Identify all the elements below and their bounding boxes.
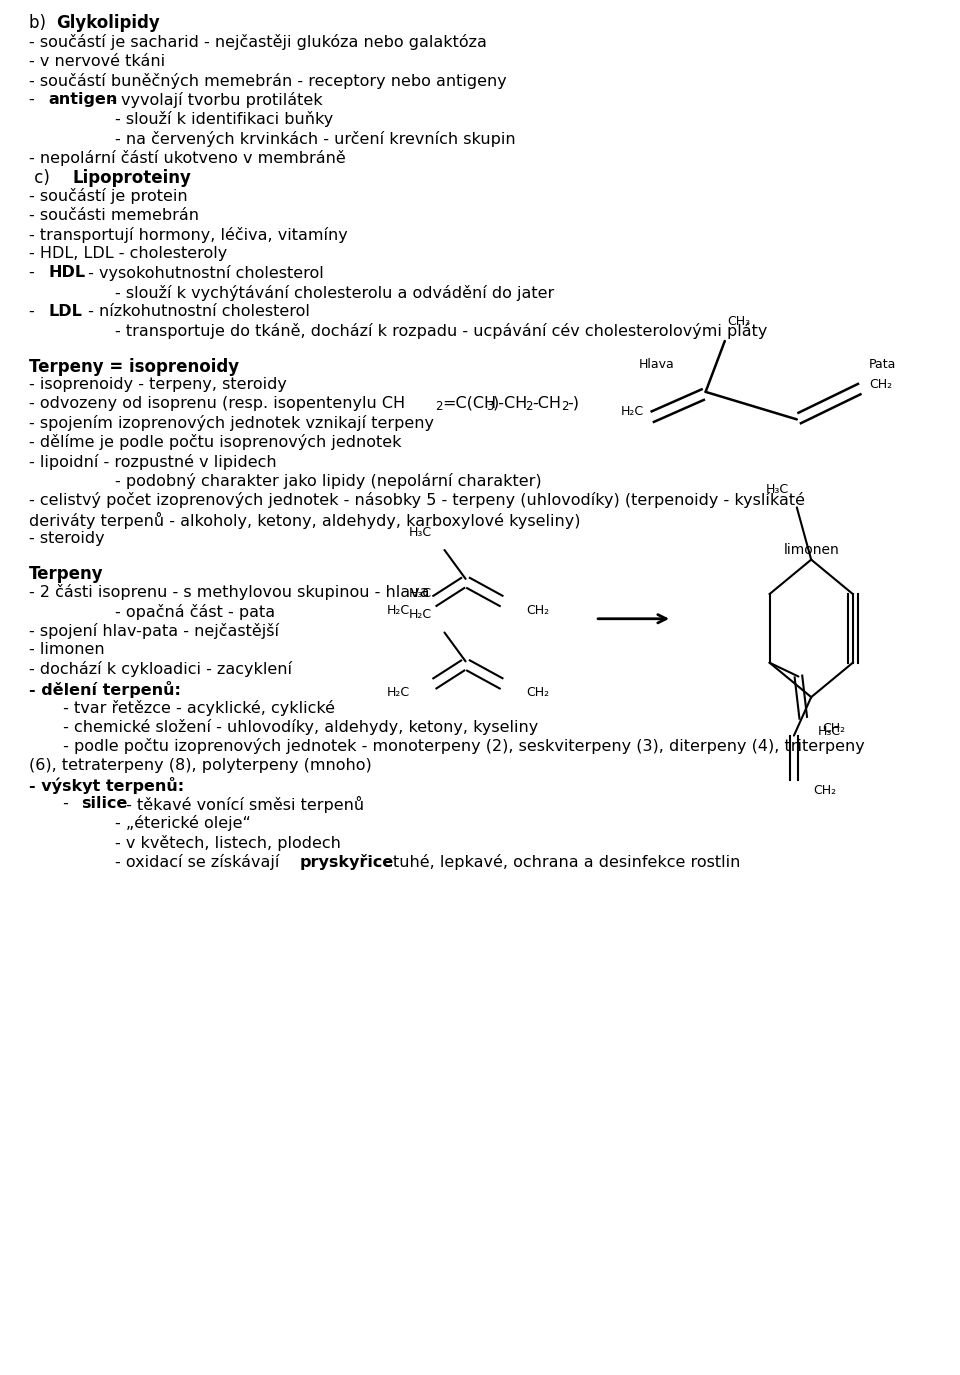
Text: - opačná část - pata: - opačná část - pata: [115, 604, 276, 620]
Text: - HDL, LDL - cholesteroly: - HDL, LDL - cholesteroly: [29, 246, 228, 261]
Text: H₃C: H₃C: [409, 525, 432, 539]
Text: - součástí buněčných memebrán - receptory nebo antigeny: - součástí buněčných memebrán - receptor…: [29, 73, 507, 89]
Text: - podobný charakter jako lipidy (nepolární charakter): - podobný charakter jako lipidy (nepolár…: [115, 473, 541, 489]
Text: Pata: Pata: [869, 358, 897, 371]
Text: limonen: limonen: [783, 543, 839, 557]
Text: LDL: LDL: [48, 304, 82, 319]
Text: - tvar řetězce - acyklické, cyklické: - tvar řetězce - acyklické, cyklické: [58, 700, 335, 716]
Text: c): c): [29, 169, 55, 187]
Text: - lipoidní - rozpustné v lipidech: - lipoidní - rozpustné v lipidech: [29, 454, 276, 470]
Text: CH₂: CH₂: [869, 378, 892, 392]
Text: 3: 3: [486, 400, 493, 412]
Text: - těkavé vonící směsi terpenů: - těkavé vonící směsi terpenů: [121, 796, 364, 813]
Text: - transportují hormony, léčiva, vitamíny: - transportují hormony, léčiva, vitamíny: [29, 227, 348, 243]
Text: H₂C: H₂C: [409, 608, 432, 622]
Text: Terpeny: Terpeny: [29, 565, 104, 583]
Text: - podle počtu izoprenových jednotek - monoterpeny (2), seskviterpeny (3), diterp: - podle počtu izoprenových jednotek - mo…: [58, 738, 864, 755]
Text: - spojením izoprenových jednotek vznikají terpeny: - spojením izoprenových jednotek vznikaj…: [29, 415, 434, 432]
Text: 2: 2: [525, 400, 533, 412]
Text: - „éterické oleje“: - „éterické oleje“: [115, 815, 252, 832]
Text: - vysokohutnostní cholesterol: - vysokohutnostní cholesterol: [83, 265, 324, 282]
Text: - steroidy: - steroidy: [29, 531, 105, 546]
Text: - spojení hlav-pata - nejčastější: - spojení hlav-pata - nejčastější: [29, 623, 278, 639]
Text: CH₂: CH₂: [823, 722, 846, 736]
Text: - limonen: - limonen: [29, 642, 105, 657]
Text: - dochází k cykloadici - zacyklení: - dochází k cykloadici - zacyklení: [29, 661, 292, 678]
Text: 2: 2: [561, 400, 568, 412]
Text: - součástí je protein: - součástí je protein: [29, 188, 187, 205]
Text: - tuhé, lepkavé, ochrana a desinfekce rostlin: - tuhé, lepkavé, ochrana a desinfekce ro…: [377, 854, 741, 870]
Text: - na červených krvinkách - určení krevních skupin: - na červených krvinkách - určení krevní…: [115, 131, 516, 147]
Text: -CH: -CH: [532, 396, 561, 411]
Text: - vyvolají tvorbu protilátek: - vyvolají tvorbu protilátek: [105, 92, 323, 109]
Text: - slouží k identifikaci buňky: - slouží k identifikaci buňky: [115, 111, 333, 128]
Text: - isoprenoidy - terpeny, steroidy: - isoprenoidy - terpeny, steroidy: [29, 377, 287, 392]
Text: - v květech, listech, plodech: - v květech, listech, plodech: [115, 835, 341, 851]
Text: CH₂: CH₂: [526, 686, 549, 700]
Text: deriváty terpenů - alkoholy, ketony, aldehydy, karboxylové kyseliny): deriváty terpenů - alkoholy, ketony, ald…: [29, 512, 580, 528]
Text: CH₃: CH₃: [728, 315, 751, 329]
Text: HDL: HDL: [48, 265, 85, 280]
Text: H₃C: H₃C: [766, 483, 789, 496]
Text: (6), tetraterpeny (8), polyterpeny (mnoho): (6), tetraterpeny (8), polyterpeny (mnoh…: [29, 758, 372, 773]
Text: H₂C: H₂C: [621, 404, 644, 418]
Text: - výskyt terpenů:: - výskyt terpenů:: [29, 777, 184, 793]
Text: -: -: [58, 796, 74, 811]
Text: antigen: antigen: [48, 92, 117, 107]
Text: silice: silice: [81, 796, 127, 811]
Text: -: -: [29, 265, 39, 280]
Text: CH₂: CH₂: [526, 604, 549, 617]
Text: pryskyřice: pryskyřice: [300, 854, 394, 870]
Text: -): -): [567, 396, 580, 411]
Text: - nepolární částí ukotveno v membráně: - nepolární částí ukotveno v membráně: [29, 150, 346, 166]
Text: - součástí je sacharid - nejčastěji glukóza nebo galaktóza: - součástí je sacharid - nejčastěji gluk…: [29, 34, 487, 51]
Text: Terpeny = isoprenoidy: Terpeny = isoprenoidy: [29, 358, 239, 375]
Text: Hlava: Hlava: [638, 358, 674, 371]
Text: - součásti memebrán: - součásti memebrán: [29, 208, 199, 223]
Text: - transportuje do tkáně, dochází k rozpadu - ucpávání cév cholesterolovými pláty: - transportuje do tkáně, dochází k rozpa…: [115, 323, 768, 340]
Text: -: -: [29, 304, 39, 319]
Text: - dělení terpenů:: - dělení terpenů:: [29, 681, 180, 697]
Text: - v nervové tkáni: - v nervové tkáni: [29, 54, 165, 69]
Text: H₂C: H₂C: [387, 686, 410, 700]
Text: - chemické složení - uhlovodíky, aldehydy, ketony, kyseliny: - chemické složení - uhlovodíky, aldehyd…: [58, 719, 538, 736]
Text: 2: 2: [435, 400, 443, 412]
Text: -: -: [29, 92, 39, 107]
Text: - nízkohutnostní cholesterol: - nízkohutnostní cholesterol: [83, 304, 309, 319]
Text: - celistvý počet izoprenových jednotek - násobky 5 - terpeny (uhlovodíky) (terpe: - celistvý počet izoprenových jednotek -…: [29, 492, 804, 509]
Text: - oxidací se získávají: - oxidací se získávají: [115, 854, 285, 870]
Text: - 2 části isoprenu - s methylovou skupinou - hlava: - 2 části isoprenu - s methylovou skupin…: [29, 584, 429, 601]
Text: )-CH: )-CH: [492, 396, 528, 411]
Text: H₃C: H₃C: [818, 725, 841, 738]
Text: - slouží k vychýtávání cholesterolu a odvádění do jater: - slouží k vychýtávání cholesterolu a od…: [115, 285, 555, 301]
Text: Lipoproteiny: Lipoproteiny: [72, 169, 191, 187]
Text: H₂C: H₂C: [387, 604, 410, 617]
Text: H₃C: H₃C: [409, 587, 432, 601]
Text: CH₂: CH₂: [813, 784, 836, 797]
Text: - odvozeny od isoprenu (resp. isopentenylu CH: - odvozeny od isoprenu (resp. isopenteny…: [29, 396, 405, 411]
Text: =C(CH: =C(CH: [443, 396, 496, 411]
Text: Glykolipidy: Glykolipidy: [56, 14, 159, 32]
Text: - dělíme je podle počtu isoprenových jednotek: - dělíme je podle počtu isoprenových jed…: [29, 434, 401, 451]
Text: b): b): [29, 14, 51, 32]
